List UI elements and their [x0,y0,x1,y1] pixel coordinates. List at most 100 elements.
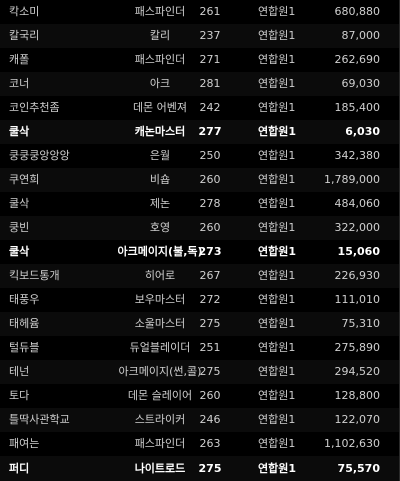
job-class: 듀얼블레이더 [129,341,191,354]
score-value: 185,400 [334,101,381,114]
table-row[interactable]: 코너 아크 281 연합원1 69,030 [0,72,399,96]
level: 277 [198,125,222,138]
character-name: 쿨삭 [9,125,30,138]
table-row[interactable]: 킥보드통개 히어로 267 연합원1 226,930 [0,264,399,288]
score-value: 87,000 [341,29,381,42]
guild-name: 연합원1 [258,77,296,90]
level: 260 [199,389,221,402]
score-value: 294,520 [334,365,381,378]
table-row[interactable]: 쿠연희 비숍 260 연합원1 1,789,000 [0,168,399,192]
job-class: 보우마스터 [134,293,186,306]
character-name: 쿵쿵쿵앙앙앙 [9,149,70,162]
guild-name: 연합원1 [258,53,296,66]
table-row[interactable]: 캐폴 패스파인더 271 연합원1 262,690 [0,48,399,72]
table-row[interactable]: 칵소미 패스파인더 261 연합원1 680,880 [0,0,399,24]
level: 273 [198,245,222,258]
character-name: 쿵빈 [9,221,30,234]
job-class: 패스파인더 [134,5,186,18]
table-row[interactable]: 쿨삭 제논 278 연합원1 484,060 [0,192,399,216]
level: 275 [199,317,221,330]
level: 260 [199,221,221,234]
job-class: 아크메이지(썬,콜) [118,365,202,378]
score-value: 122,070 [334,413,381,426]
table-row[interactable]: 토다 데몬 슬레이어 260 연합원1 128,800 [0,384,399,408]
job-class: 캐논마스터 [134,125,186,138]
score-value: 226,930 [334,269,381,282]
table-row[interactable]: 패여는 패스파인더 263 연합원1 1,102,630 [0,432,399,456]
job-class: 호영 [149,221,171,234]
score-value: 128,800 [334,389,381,402]
guild-name: 연합원1 [258,5,296,18]
score-value: 111,010 [334,293,381,306]
guild-name: 연합원1 [258,341,296,354]
character-name: 퍼디 [9,462,30,475]
guild-name: 연합원1 [258,437,296,450]
guild-name: 연합원1 [258,125,297,138]
level: 260 [199,173,221,186]
score-value: 15,060 [337,245,380,258]
guild-name: 연합원1 [258,197,296,210]
guild-name: 연합원1 [258,462,297,475]
character-name: 털듀블 [9,341,40,354]
level: 267 [199,269,221,282]
table-row[interactable]: 칼국리 칼리 237 연합원1 87,000 [0,24,399,48]
guild-name: 연합원1 [258,413,296,426]
score-value: 1,102,630 [324,437,380,450]
job-class: 패스파인더 [134,437,186,450]
job-class: 패스파인더 [134,53,186,66]
score-value: 275,890 [334,341,381,354]
table-row[interactable]: 태헤윰 소울마스터 275 연합원1 75,310 [0,312,399,336]
table-row[interactable]: 쿨삭 아크메이지(불,독) 273 연합원1 15,060 [0,240,399,264]
score-value: 69,030 [341,77,381,90]
guild-name: 연합원1 [258,317,296,330]
character-name: 코너 [9,77,30,90]
level: 275 [199,365,221,378]
level: 250 [199,149,221,162]
score-value: 75,570 [337,462,380,475]
character-name: 칵소미 [9,5,40,18]
score-value: 1,789,000 [324,173,380,186]
job-class: 아크 [149,77,171,90]
table-row[interactable]: 쿨삭 캐논마스터 277 연합원1 6,030 [0,120,399,144]
table-row[interactable]: 태풍우 보우마스터 272 연합원1 111,010 [0,288,399,312]
table-row[interactable]: 퍼디 나이트로드 275 연합원1 75,570 [0,456,399,481]
job-class: 데몬 어벤져 [132,101,188,114]
character-name: 쿠연희 [9,173,40,186]
table-row[interactable]: 코인추천좀 데몬 어벤져 242 연합원1 185,400 [0,96,399,120]
level: 242 [199,101,221,114]
level: 237 [199,29,221,42]
table-row[interactable]: 쿵빈 호영 260 연합원1 322,000 [0,216,399,240]
job-class: 소울마스터 [134,317,186,330]
level: 263 [199,437,221,450]
guild-name: 연합원1 [258,149,296,162]
level: 271 [199,53,221,66]
guild-name: 연합원1 [258,173,296,186]
character-name: 킥보드통개 [9,269,60,282]
job-class: 비숍 [149,173,171,186]
character-name: 테넌 [9,365,30,378]
score-value: 262,690 [334,53,381,66]
level: 261 [199,5,221,18]
table-row[interactable]: 틀딱사관학교 스트라이커 246 연합원1 122,070 [0,408,399,432]
level: 281 [199,77,221,90]
level: 278 [199,197,221,210]
guild-name: 연합원1 [258,29,296,42]
guild-name: 연합원1 [258,101,296,114]
level: 246 [199,413,221,426]
table-row[interactable]: 테넌 아크메이지(썬,콜) 275 연합원1 294,520 [0,360,399,384]
character-name: 틀딱사관학교 [9,413,70,426]
job-class: 스트라이커 [134,413,186,426]
job-class: 칼리 [149,29,171,42]
job-class: 나이트로드 [134,462,186,475]
table-row[interactable]: 쿵쿵쿵앙앙앙 은월 250 연합원1 342,380 [0,144,399,168]
guild-name: 연합원1 [258,269,296,282]
character-name: 캐폴 [9,53,30,66]
guild-name: 연합원1 [258,221,296,234]
table-row[interactable]: 털듀블 듀얼블레이더 251 연합원1 275,890 [0,336,399,360]
level: 272 [199,293,221,306]
character-name: 태헤윰 [9,317,40,330]
score-value: 680,880 [334,5,381,18]
character-name: 쿨삭 [9,197,30,210]
guild-name: 연합원1 [258,293,296,306]
